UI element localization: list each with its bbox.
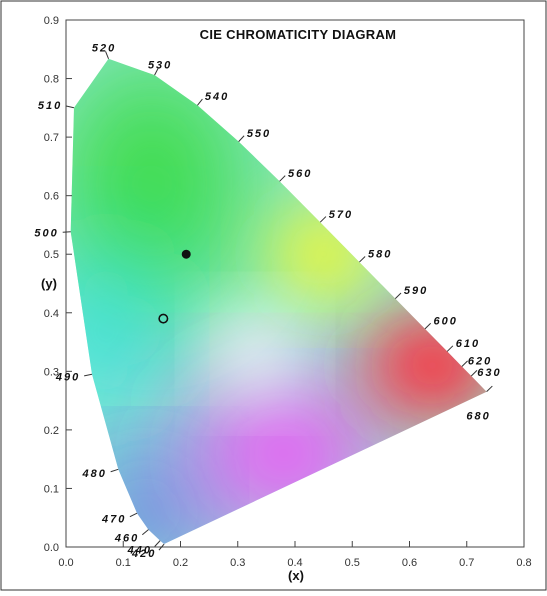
wavelength-tick <box>110 468 119 473</box>
wavelength-label: 570 <box>329 209 353 221</box>
wavelength-label: 600 <box>434 315 458 327</box>
wavelength-tick <box>359 256 366 263</box>
y-tick-label: 0.8 <box>44 74 59 86</box>
wavelength-label: 480 <box>81 468 106 480</box>
wavelength-label: 560 <box>288 168 312 180</box>
wavelength-tick <box>129 512 138 518</box>
x-tick-label: 0.5 <box>345 557 360 569</box>
wavelength-tick <box>238 135 245 142</box>
wavelength-tick <box>319 216 327 223</box>
x-tick-label: 0.1 <box>116 557 131 569</box>
x-tick-label: 0.8 <box>516 557 531 569</box>
wavelength-tick <box>154 540 161 547</box>
data-point-filled <box>181 249 191 259</box>
wavelength-label: 460 <box>114 532 139 544</box>
wavelength-tick <box>141 529 149 536</box>
wavelength-tick <box>154 67 159 76</box>
x-axis-label: (x) <box>288 568 304 583</box>
x-axis: 0.0 0.1 0.2 0.3 0.4 0.5 0.6 0.7 0.8 <box>58 541 532 569</box>
wavelength-tick <box>470 370 478 377</box>
wavelength-label: 490 <box>55 372 80 384</box>
wavelength-label: 610 <box>456 338 480 350</box>
chart-title: CIE CHROMATICITY DIAGRAM <box>200 27 397 42</box>
wavelength-label: 630 <box>477 367 501 379</box>
wavelength-tick <box>158 543 165 551</box>
y-axis-label: (y) <box>41 276 57 291</box>
x-tick-label: 0.0 <box>58 557 73 569</box>
x-tick-label: 0.6 <box>402 557 417 569</box>
wavelength-tick <box>486 385 493 393</box>
wavelength-tick <box>105 51 110 59</box>
points <box>158 249 191 324</box>
y-tick-label: 0.5 <box>44 249 59 261</box>
wavelength-tick <box>461 360 468 367</box>
color-blob <box>214 312 295 395</box>
wavelength-label: 510 <box>38 100 62 112</box>
wavelength-label: 540 <box>205 91 229 103</box>
wavelength-tick <box>84 373 93 377</box>
y-tick-label: 0.7 <box>44 132 59 144</box>
wavelength-label: 580 <box>368 249 392 261</box>
y-tick-label: 0.0 <box>44 542 59 554</box>
y-tick-label: 0.1 <box>44 483 59 495</box>
y-axis: 0.0 0.1 0.2 0.3 0.4 0.5 0.6 0.7 0.8 0.9 <box>44 15 72 554</box>
y-tick-label: 0.3 <box>44 366 59 378</box>
wavelength-label: 470 <box>101 514 126 526</box>
y-tick-label: 0.2 <box>44 425 59 437</box>
x-tick-label: 0.4 <box>287 557 302 569</box>
wavelength-tick <box>279 175 286 182</box>
wavelength-tick <box>394 292 402 299</box>
wavelength-label: 500 <box>34 228 58 240</box>
wavelength-label: 680 <box>466 411 490 423</box>
wavelength-label: 620 <box>468 355 492 367</box>
wavelength-tick <box>66 105 75 109</box>
wavelength-label: 590 <box>404 285 428 297</box>
data-point-hollow <box>158 313 169 324</box>
y-tick-label: 0.6 <box>44 191 59 203</box>
wavelength-tick <box>424 322 432 330</box>
wavelength-tick <box>446 345 454 352</box>
y-tick-label: 0.4 <box>44 308 59 320</box>
wavelength-label: 530 <box>148 59 172 71</box>
y-tick-label: 0.9 <box>44 15 59 27</box>
wavelength-label: 520 <box>92 43 116 55</box>
x-tick-label: 0.2 <box>173 557 188 569</box>
wavelength-label: 550 <box>247 128 271 140</box>
wavelength-label: 420 <box>131 548 156 560</box>
x-tick-label: 0.3 <box>230 557 245 569</box>
color-blob <box>70 58 250 313</box>
wavelength-tick <box>62 231 71 233</box>
x-tick-label: 0.7 <box>459 557 474 569</box>
wavelength-tick <box>197 98 203 106</box>
wavelength-label: 440 <box>127 544 152 556</box>
